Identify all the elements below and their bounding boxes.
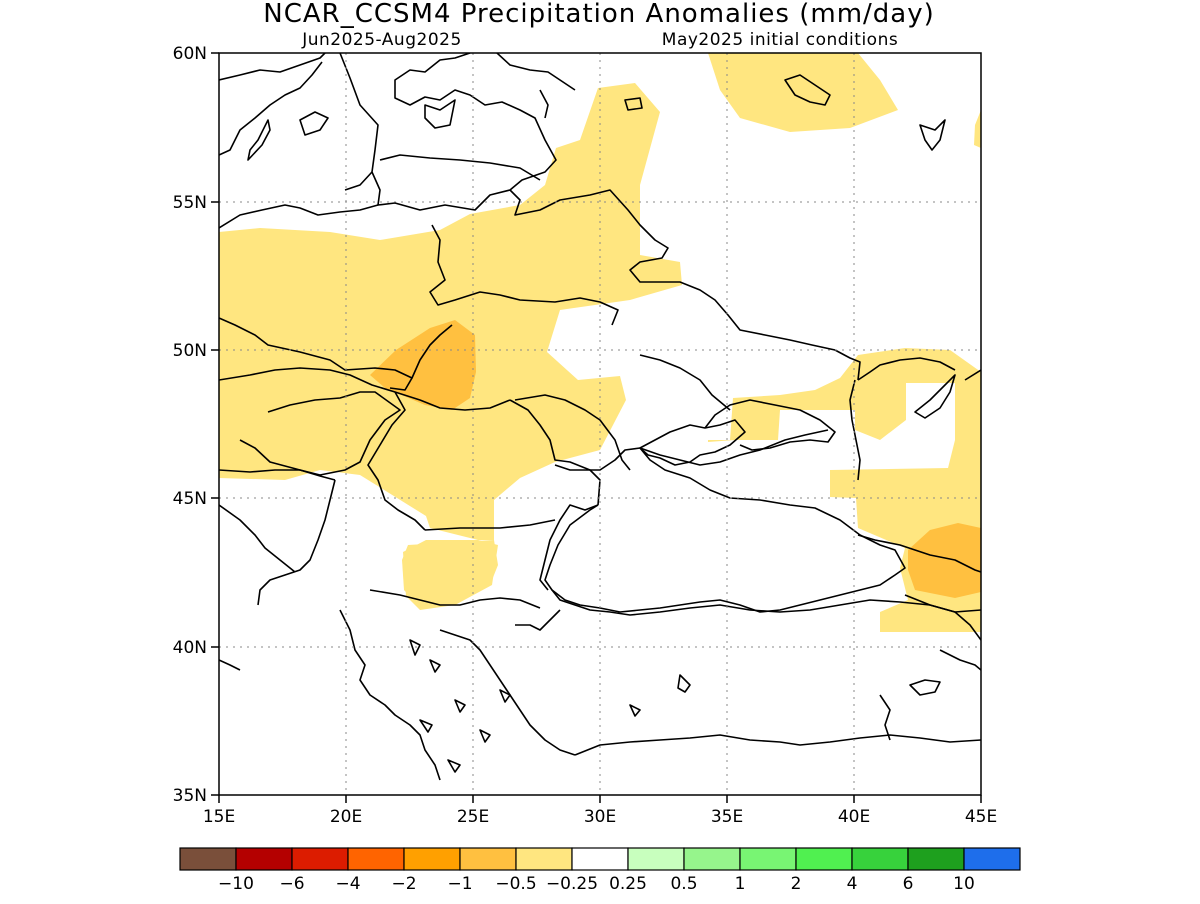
lat-tick-label: 40N	[173, 638, 207, 658]
colorbar-swatch	[851, 847, 909, 871]
baltic-east-edge-anomaly	[974, 110, 981, 148]
colorbar-label: −1	[447, 874, 472, 894]
lon-tick-label: 15E	[203, 807, 235, 827]
colorbar-swatch	[179, 847, 237, 871]
initial-conditions: May2025 initial conditions	[662, 30, 898, 50]
colorbar-label: −2	[391, 874, 416, 894]
lat-axis: 60N 55N 50N 45N 40N 35N	[173, 44, 219, 806]
colorbar-label: 1	[735, 874, 746, 894]
colorbar-swatch	[515, 847, 573, 871]
colorbar-swatch	[963, 847, 1021, 871]
lat-tick-label: 55N	[173, 193, 207, 213]
colorbar-label: −0.25	[546, 874, 598, 894]
colorbar-swatch	[459, 847, 517, 871]
colorbar-swatch	[907, 847, 965, 871]
baltic-northeast-anomaly	[708, 53, 898, 132]
colorbar-boxes	[179, 847, 1021, 871]
colorbar: −10 −6 −4 −2 −1 −0.5 −0.25 0.25 0.5 1 2 4 6 10	[179, 847, 1021, 894]
colorbar-label: 4	[847, 874, 858, 894]
lon-tick-label: 40E	[838, 807, 870, 827]
lon-tick-label: 20E	[330, 807, 362, 827]
colorbar-swatch	[403, 847, 461, 871]
colorbar-label: 0.5	[670, 874, 697, 894]
colorbar-label: 6	[903, 874, 914, 894]
lon-axis: 15E 20E 25E 30E 35E 40E 45E	[203, 795, 997, 827]
colorbar-label: −10	[218, 874, 254, 894]
colorbar-swatch	[347, 847, 405, 871]
colorbar-swatch	[739, 847, 797, 871]
colorbar-label: 2	[791, 874, 802, 894]
colorbar-swatch	[683, 847, 741, 871]
coastlines-and-borders	[219, 53, 981, 781]
colorbar-label: −4	[335, 874, 360, 894]
lat-tick-label: 60N	[173, 44, 207, 64]
map-title: NCAR_CCSM4 Precipitation Anomalies (mm/d…	[263, 0, 935, 29]
lon-tick-label: 45E	[965, 807, 997, 827]
colorbar-label: 10	[953, 874, 975, 894]
caucasus-core-anomaly	[908, 523, 981, 598]
balkans-bulgaria-anomaly	[402, 540, 498, 608]
lat-tick-label: 45N	[173, 489, 207, 509]
lat-tick-label: 50N	[173, 341, 207, 361]
colorbar-label: −0.5	[495, 874, 536, 894]
graticule	[219, 53, 981, 795]
colorbar-label: −6	[279, 874, 304, 894]
colorbar-labels: −10 −6 −4 −2 −1 −0.5 −0.25 0.25 0.5 1 2 4 6 10	[218, 874, 975, 894]
colorbar-label: 0.25	[609, 874, 647, 894]
colorbar-swatch	[291, 847, 349, 871]
colorbar-swatch	[795, 847, 853, 871]
forecast-period: Jun2025-Aug2025	[301, 30, 462, 50]
lon-tick-label: 25E	[457, 807, 489, 827]
lon-tick-label: 30E	[584, 807, 616, 827]
colorbar-swatch	[627, 847, 685, 871]
colorbar-swatch	[235, 847, 293, 871]
anomaly-shading	[219, 53, 981, 632]
carpathian-core-anomaly	[370, 320, 476, 410]
lon-tick-label: 35E	[711, 807, 743, 827]
colorbar-swatch	[571, 847, 629, 871]
lat-tick-label: 35N	[173, 786, 207, 806]
map-panel	[219, 53, 981, 795]
